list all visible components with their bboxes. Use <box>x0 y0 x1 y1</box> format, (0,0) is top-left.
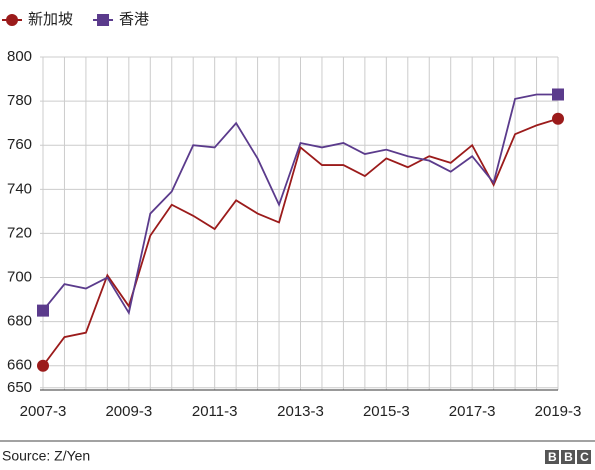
x-tick-label: 2013-3 <box>277 403 324 420</box>
logo-block <box>545 450 559 464</box>
legend-label: 香港 <box>119 11 149 28</box>
x-tick-label: 2015-3 <box>363 403 410 420</box>
x-tick-label: 2007-3 <box>20 403 67 420</box>
end-marker <box>552 88 564 101</box>
y-tick-label: 760 <box>7 136 32 153</box>
legend-marker <box>97 14 110 26</box>
legend-item: 香港 <box>93 11 149 28</box>
end-marker <box>552 112 564 125</box>
logo-text: BBC <box>548 450 595 464</box>
end-marker <box>37 359 49 372</box>
y-tick-label: 680 <box>7 313 32 330</box>
logo-block <box>561 450 575 464</box>
end-marker <box>37 304 49 317</box>
legend-marker <box>6 14 18 26</box>
x-tick-label: 2019-3 <box>535 403 582 420</box>
y-tick-label: 720 <box>7 224 32 241</box>
y-tick-label: 660 <box>7 357 32 374</box>
x-tick-label: 2017-3 <box>449 403 496 420</box>
y-tick-label: 800 <box>7 48 32 65</box>
series-line <box>42 93 558 316</box>
x-tick-label: 2011-3 <box>192 403 238 420</box>
x-tick-label: 2009-3 <box>105 403 152 420</box>
logo: BBC <box>545 450 595 464</box>
source: Source: Z/Yen <box>2 448 90 464</box>
series-line <box>42 117 559 367</box>
y-tick-label: 700 <box>7 268 32 285</box>
y-tick-label: 780 <box>7 92 32 109</box>
logo-block <box>577 450 591 464</box>
y-tick-label: 650 <box>7 379 32 396</box>
legend-label: 新加坡 <box>28 11 73 28</box>
y-tick-label: 740 <box>7 180 32 197</box>
legend-item: 新加坡 <box>2 11 73 28</box>
